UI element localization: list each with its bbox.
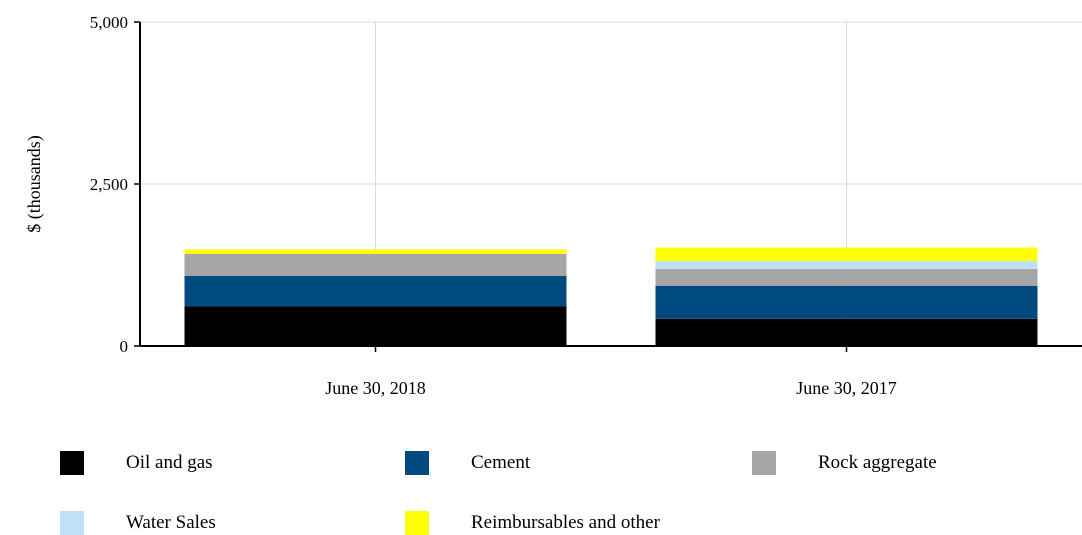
x-tick-labels: June 30, 2018 June 30, 2017	[325, 346, 897, 398]
y-tick-label: 2,500	[90, 175, 128, 194]
bar-segment	[184, 249, 567, 254]
bar-segment	[655, 261, 1038, 269]
y-tick-label: 5,000	[90, 13, 128, 32]
bar-segment	[184, 253, 567, 277]
bar-segment	[655, 318, 1038, 346]
bar-segment	[184, 276, 567, 307]
bar-segment	[655, 247, 1038, 262]
bars	[184, 247, 1038, 346]
y-axis-title: $ (thousands)	[24, 135, 45, 233]
bar-segment	[655, 268, 1038, 286]
x-tick-label: June 30, 2018	[325, 378, 426, 398]
bar-segment	[655, 285, 1038, 319]
x-tick-label: June 30, 2017	[796, 378, 897, 398]
bar-segment	[184, 306, 567, 346]
y-tick-label: 0	[120, 337, 129, 356]
y-tick-labels: 0 2,500 5,000	[90, 13, 140, 356]
